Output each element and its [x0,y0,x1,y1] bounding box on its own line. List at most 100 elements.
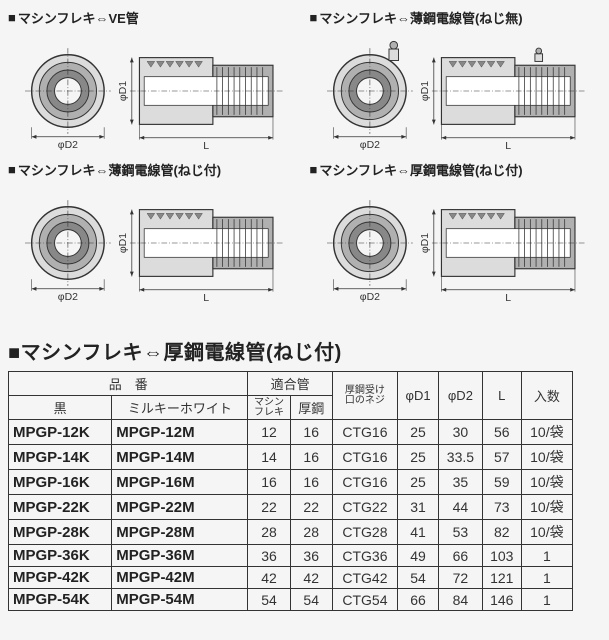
table-cell: 66 [398,589,439,611]
svg-text:φD2: φD2 [359,140,379,151]
table-cell: MPGP-16M [112,470,248,495]
diagram-cell-1: ■マシンフレキ⇔VE管 φD2φD1L [8,8,300,156]
table-row: MPGP-36KMPGP-36M3636CTG3649661031 [9,545,573,567]
table-cell: MPGP-36M [112,545,248,567]
table-cell: MPGP-22M [112,495,248,520]
table-cell: CTG16 [332,445,397,470]
th-qty: 入数 [521,372,572,420]
svg-text:φD1: φD1 [420,81,431,101]
table-cell: CTG28 [332,520,397,545]
table-cell: CTG42 [332,567,397,589]
table-cell: CTG16 [332,420,397,445]
table-cell: 36 [248,545,290,567]
svg-text:L: L [505,141,511,152]
table-cell: 66 [439,545,483,567]
table-cell: 12 [248,420,290,445]
table-row: MPGP-42KMPGP-42M4242CTG4254721211 [9,567,573,589]
table-cell: CTG16 [332,470,397,495]
table-cell: 25 [398,445,439,470]
th-hinban: 品 番 [9,372,248,396]
svg-text:φD2: φD2 [58,292,78,303]
table-cell: 16 [290,470,332,495]
diagram-svg-3: φD2φD1L [8,181,300,305]
table-cell: 30 [439,420,483,445]
table-cell: 72 [439,567,483,589]
table-cell: 10/袋 [521,445,572,470]
table-cell: 54 [398,567,439,589]
svg-text:φD1: φD1 [118,81,129,101]
table-cell: MPGP-16K [9,470,112,495]
table-cell: 25 [398,420,439,445]
table-cell: 22 [248,495,290,520]
table-cell: 42 [248,567,290,589]
table-cell: 36 [290,545,332,567]
diagram-cell-4: ■マシンフレキ⇔厚鋼電線管(ねじ付) φD2 φD1 L [310,160,602,308]
th-mflex: マシンフレキ [248,396,290,420]
diagram-svg-2: φD2 φD1 L [310,29,602,153]
table-cell: 16 [290,445,332,470]
table-cell: 10/袋 [521,495,572,520]
table-cell: 1 [521,567,572,589]
svg-text:L: L [505,293,511,304]
table-title: ■マシンフレキ⇔厚鋼電線管(ねじ付) [8,336,601,365]
table-cell: MPGP-54K [9,589,112,611]
table-cell: 49 [398,545,439,567]
table-cell: MPGP-42K [9,567,112,589]
table-cell: 59 [482,470,521,495]
table-cell: MPGP-12K [9,420,112,445]
diagram-label-4: ■マシンフレキ⇔厚鋼電線管(ねじ付) [310,160,602,179]
table-cell: 54 [248,589,290,611]
svg-text:L: L [203,293,209,304]
table-cell: MPGP-36K [9,545,112,567]
diagram-cell-2: ■マシンフレキ⇔薄鋼電線管(ねじ無) φD2 φD1 L [310,8,602,156]
diagram-label-2: ■マシンフレキ⇔薄鋼電線管(ねじ無) [310,8,602,27]
table-cell: 33.5 [439,445,483,470]
spec-table: 品 番 適合管 厚鋼受け口のネジ φD1 φD2 L 入数 黒 ミルキーホワイト… [8,371,573,611]
table-cell: MPGP-28K [9,520,112,545]
table-cell: CTG54 [332,589,397,611]
table-cell: 42 [290,567,332,589]
table-cell: 16 [290,420,332,445]
diagram-cell-3: ■マシンフレキ⇔薄鋼電線管(ねじ付) φD2φD1L [8,160,300,308]
th-thread: 厚鋼受け口のネジ [332,372,397,420]
table-cell: 25 [398,470,439,495]
table-cell: MPGP-14K [9,445,112,470]
table-row: MPGP-14KMPGP-14M1416CTG162533.55710/袋 [9,445,573,470]
table-cell: MPGP-54M [112,589,248,611]
table-cell: 10/袋 [521,520,572,545]
svg-text:φD2: φD2 [359,292,379,303]
table-cell: CTG22 [332,495,397,520]
table-cell: 121 [482,567,521,589]
table-row: MPGP-54KMPGP-54M5454CTG5466841461 [9,589,573,611]
table-cell: 54 [290,589,332,611]
table-row: MPGP-28KMPGP-28M2828CTG2841538210/袋 [9,520,573,545]
diagram-label-3: ■マシンフレキ⇔薄鋼電線管(ねじ付) [8,160,300,179]
spec-table-body: MPGP-12KMPGP-12M1216CTG1625305610/袋MPGP-… [9,420,573,611]
table-cell: 84 [439,589,483,611]
diagram-grid: ■マシンフレキ⇔VE管 φD2φD1L ■マシンフレキ⇔薄鋼電線管(ねじ無) φ… [8,8,601,308]
table-cell: 35 [439,470,483,495]
table-cell: 103 [482,545,521,567]
table-cell: 31 [398,495,439,520]
table-cell: MPGP-22K [9,495,112,520]
table-cell: 53 [439,520,483,545]
table-cell: 44 [439,495,483,520]
diagram-svg-4: φD2 φD1 L [310,181,602,305]
table-row: MPGP-22KMPGP-22M2222CTG2231447310/袋 [9,495,573,520]
table-cell: 82 [482,520,521,545]
table-cell: 14 [248,445,290,470]
table-cell: 10/袋 [521,420,572,445]
th-d2: φD2 [439,372,483,420]
table-row: MPGP-12KMPGP-12M1216CTG1625305610/袋 [9,420,573,445]
table-cell: CTG36 [332,545,397,567]
th-fitpipe: 適合管 [248,372,332,396]
table-cell: 41 [398,520,439,545]
diagram-svg-1: φD2φD1L [8,29,300,153]
th-d1: φD1 [398,372,439,420]
th-L: L [482,372,521,420]
table-cell: 22 [290,495,332,520]
table-cell: MPGP-12M [112,420,248,445]
table-cell: MPGP-28M [112,520,248,545]
svg-text:φD1: φD1 [420,233,431,253]
table-cell: 10/袋 [521,470,572,495]
